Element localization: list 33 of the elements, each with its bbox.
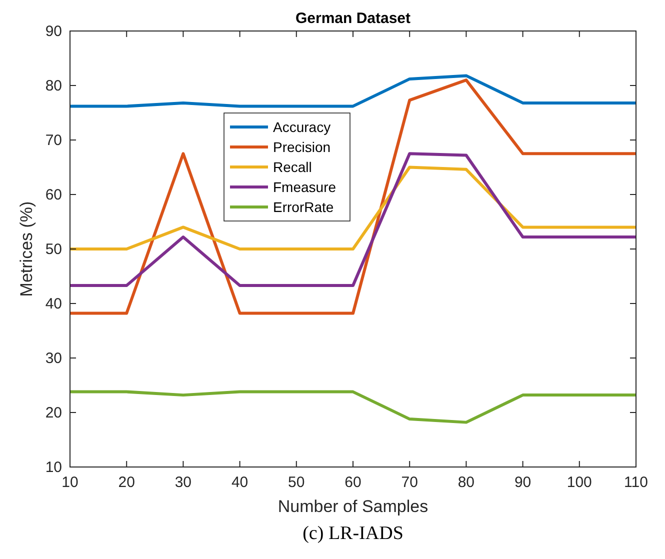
x-tick-label: 70 [401,474,418,491]
y-tick-label: 90 [45,23,62,40]
legend-label: Recall [273,159,312,175]
y-tick-label: 30 [45,350,62,367]
y-tick-label: 50 [45,241,62,258]
chart-title: German Dataset [295,10,411,27]
x-tick-label: 80 [458,474,475,491]
legend-label: Accuracy [273,119,331,135]
y-tick-label: 60 [45,186,62,204]
line-series [68,78,638,315]
text: (c) LR-IADS [302,523,404,544]
x-tick-label: 10 [62,474,78,491]
x-axis-title: Number of Samples [278,497,428,516]
y-tick-label: 10 [45,459,62,476]
x-tick-label: 50 [288,474,305,491]
x-tick-label: 40 [231,474,248,491]
legend-label: Fmeasure [273,179,336,195]
x-tick-label: 20 [118,474,135,491]
legend-label: ErrorRate [273,199,334,215]
y-tick-label: 20 [45,404,62,422]
x-tick-label: 60 [344,474,362,491]
line-series [68,390,638,424]
y-tick-label: 80 [45,78,62,94]
x-tick-label: 30 [174,474,192,491]
x-tick-label: 90 [514,474,532,491]
y-tick-label: 40 [45,296,62,312]
legend-label: Precision [273,139,331,155]
x-tick-label: 100 [566,474,592,491]
line-series [68,152,638,288]
x-tick-label: 110 [624,474,648,491]
line-series [68,74,638,108]
y-axis-title: Metrices (%) [17,201,36,297]
y-tick-label: 70 [45,132,62,149]
